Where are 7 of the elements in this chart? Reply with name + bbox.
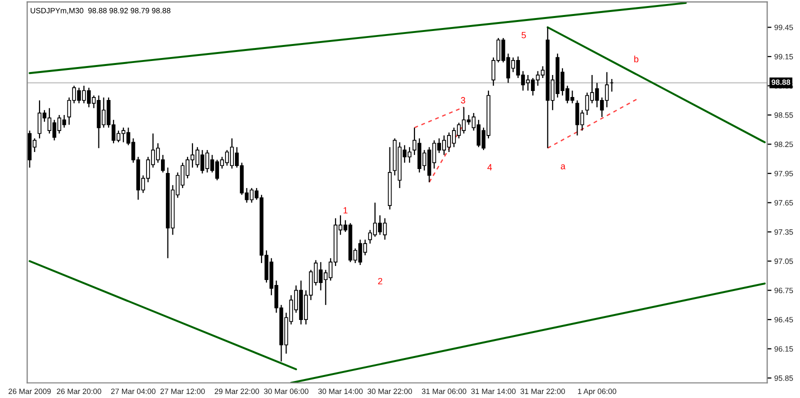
annotation: a xyxy=(560,164,566,170)
annotation: 2 xyxy=(378,278,382,284)
annotation: b xyxy=(634,56,638,62)
annotation: 4 xyxy=(487,164,492,170)
annotation: 5 xyxy=(522,32,526,38)
annotation: 3 xyxy=(460,97,466,104)
annotation: 1 xyxy=(344,207,348,214)
